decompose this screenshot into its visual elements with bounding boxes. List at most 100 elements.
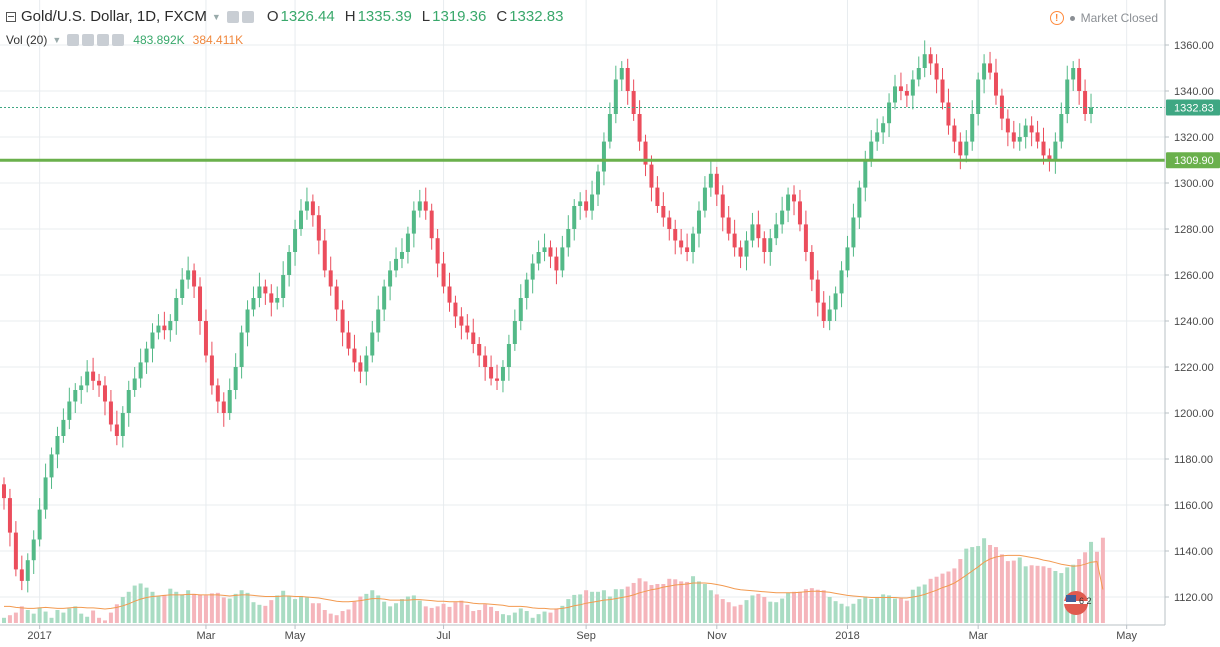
volume-bar xyxy=(322,610,327,623)
volume-bar xyxy=(2,617,6,623)
warning-icon[interactable]: ! xyxy=(1049,11,1064,25)
volume-bar xyxy=(429,607,434,623)
candle-body xyxy=(198,286,203,321)
settings-icon[interactable] xyxy=(241,10,254,23)
volume-ma-line xyxy=(4,554,1104,610)
symbol-title[interactable]: Gold/U.S. Dollar, 1D, FXCM xyxy=(21,8,207,25)
volume-bar xyxy=(898,598,903,623)
volume-bar xyxy=(299,595,303,623)
eye-icon[interactable] xyxy=(226,10,239,23)
candle xyxy=(631,79,636,121)
candle-body xyxy=(13,532,18,570)
volume-bar xyxy=(738,604,743,623)
volume-bar xyxy=(833,601,838,623)
chevron-down-icon[interactable]: ▼ xyxy=(52,35,62,45)
candle-body xyxy=(209,355,214,386)
candle-body xyxy=(114,424,119,436)
candle-body xyxy=(245,309,250,333)
price-tick-label: 1240.00 xyxy=(1174,316,1214,328)
candle-body xyxy=(1011,132,1016,142)
volume-title[interactable]: Vol (20) xyxy=(6,33,48,47)
market-status[interactable]: ! Market Closed xyxy=(1049,11,1158,25)
volume-bar xyxy=(364,593,369,623)
candle-body xyxy=(744,240,749,257)
volume-bar xyxy=(477,610,482,623)
candle xyxy=(275,286,280,310)
candle-body xyxy=(49,454,54,478)
candle-body xyxy=(922,54,927,68)
volume-bar xyxy=(328,613,333,623)
candle-body xyxy=(518,298,523,321)
candle-body xyxy=(489,367,494,379)
candle xyxy=(388,261,393,301)
volume-bars xyxy=(2,537,1105,623)
candle xyxy=(750,212,755,248)
volume-bar xyxy=(964,548,969,623)
volume-bar xyxy=(536,614,541,623)
candle xyxy=(726,206,731,241)
time-tick-label: Jul xyxy=(437,630,451,642)
candle xyxy=(762,231,767,264)
candle-body xyxy=(429,210,434,239)
volume-bar xyxy=(102,620,107,623)
plus-icon[interactable] xyxy=(97,34,110,46)
candle xyxy=(7,488,12,547)
volume-bar xyxy=(310,603,315,623)
candle xyxy=(405,226,410,264)
candle xyxy=(821,291,826,328)
volume-bar xyxy=(346,609,351,623)
close-icon[interactable] xyxy=(112,34,125,46)
volume-bar xyxy=(940,573,945,623)
candle-body xyxy=(174,298,179,321)
candle-body xyxy=(352,348,357,363)
candle-body xyxy=(108,401,113,425)
candle-body xyxy=(239,332,244,367)
eye-icon[interactable] xyxy=(67,34,80,46)
time-tick-label: 2017 xyxy=(27,630,51,642)
candle-body xyxy=(471,332,476,344)
candle xyxy=(203,309,208,363)
candle xyxy=(536,240,541,271)
candle xyxy=(1029,116,1034,147)
volume-bar xyxy=(126,591,131,623)
candle-body xyxy=(815,279,820,303)
volume-bar xyxy=(887,595,892,623)
candle xyxy=(946,88,951,135)
volume-bar xyxy=(215,592,220,623)
volume-bar xyxy=(465,604,470,623)
candle-body xyxy=(1065,79,1070,114)
candle xyxy=(898,72,903,101)
flag-badge[interactable]: 6 2 xyxy=(1064,591,1092,615)
candle xyxy=(382,279,387,321)
volume-bar xyxy=(198,594,203,623)
candle-body xyxy=(126,390,131,413)
candle-body xyxy=(447,286,452,303)
candle-body xyxy=(548,247,553,257)
volume-bar xyxy=(251,602,256,623)
volume-bar xyxy=(625,586,630,623)
svg-text:1309.90: 1309.90 xyxy=(1174,155,1214,167)
volume-bar xyxy=(1029,565,1034,623)
candle xyxy=(126,380,131,427)
candle xyxy=(916,56,921,87)
candle xyxy=(1071,61,1076,91)
volume-bar xyxy=(988,545,993,623)
candle-body xyxy=(423,201,428,211)
volume-bar xyxy=(340,611,345,623)
candle-body xyxy=(940,79,945,103)
candle xyxy=(79,376,84,404)
candle-body xyxy=(726,217,731,234)
candle-body xyxy=(168,321,173,331)
candle-body xyxy=(958,141,963,156)
candle-body xyxy=(993,72,998,96)
settings-icon[interactable] xyxy=(82,34,95,46)
collapse-icon[interactable] xyxy=(6,11,16,22)
volume-bar xyxy=(13,612,18,623)
candle-body xyxy=(227,390,232,413)
volume-bar xyxy=(845,606,850,623)
volume-bar xyxy=(958,559,963,623)
candle xyxy=(263,279,268,305)
chevron-down-icon[interactable]: ▼ xyxy=(211,11,221,22)
candle xyxy=(643,134,648,177)
